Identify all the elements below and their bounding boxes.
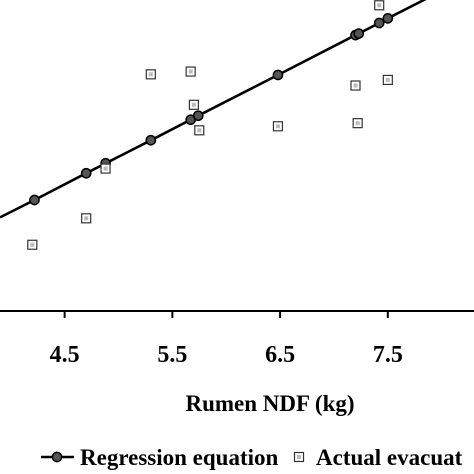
marker-square-fill — [30, 242, 35, 247]
marker-square-fill — [377, 3, 382, 8]
actual-point — [194, 125, 205, 136]
actual-point — [350, 80, 361, 91]
actual-point — [272, 121, 284, 132]
legend-label-actual: Actual evacuat — [316, 445, 463, 470]
marker-square-fill — [385, 77, 390, 82]
marker-square-fill — [297, 455, 301, 459]
regression-point — [373, 17, 385, 29]
actual-point — [382, 74, 393, 86]
actual-point — [81, 213, 92, 224]
regression-point — [382, 12, 394, 24]
marker-square-fill — [353, 83, 358, 88]
regression-point — [145, 134, 157, 146]
legend-circle-marker — [51, 451, 63, 463]
regression-point — [80, 167, 92, 179]
marker-square-fill — [188, 69, 193, 74]
legend-square-marker — [293, 451, 305, 463]
regression-point — [272, 69, 284, 81]
regression-line — [0, 0, 427, 219]
marker-square-fill — [191, 102, 196, 107]
regression-point — [192, 110, 204, 122]
actual-point — [185, 66, 196, 77]
marker-square-fill — [103, 166, 108, 171]
actual-point — [100, 163, 111, 174]
marker-square-fill — [197, 128, 202, 133]
actual-point — [374, 0, 385, 11]
marker-square-fill — [148, 72, 153, 77]
actual-point — [27, 239, 38, 250]
actual-point — [188, 99, 200, 110]
marker-square-fill — [275, 124, 280, 129]
marker-square-fill — [355, 121, 360, 126]
x-axis: 4.5 5.5 6.5 7.5 — [0, 310, 474, 368]
legend-label-regression: Regression equation — [80, 445, 278, 470]
marker-square-fill — [84, 216, 89, 221]
regression-point — [353, 28, 365, 39]
regression-point — [29, 194, 40, 206]
x-tick-label: 7.5 — [373, 342, 403, 368]
x-tick-label: 4.5 — [50, 342, 80, 368]
plot-area — [0, 0, 427, 250]
legend: Regression equation Actual evacuat — [41, 445, 463, 470]
x-tick-label: 5.5 — [157, 342, 187, 368]
actual-point — [145, 69, 156, 80]
x-tick-label: 6.5 — [265, 342, 295, 368]
x-axis-label: Rumen NDF (kg) — [185, 391, 354, 416]
actual-point — [352, 118, 363, 129]
